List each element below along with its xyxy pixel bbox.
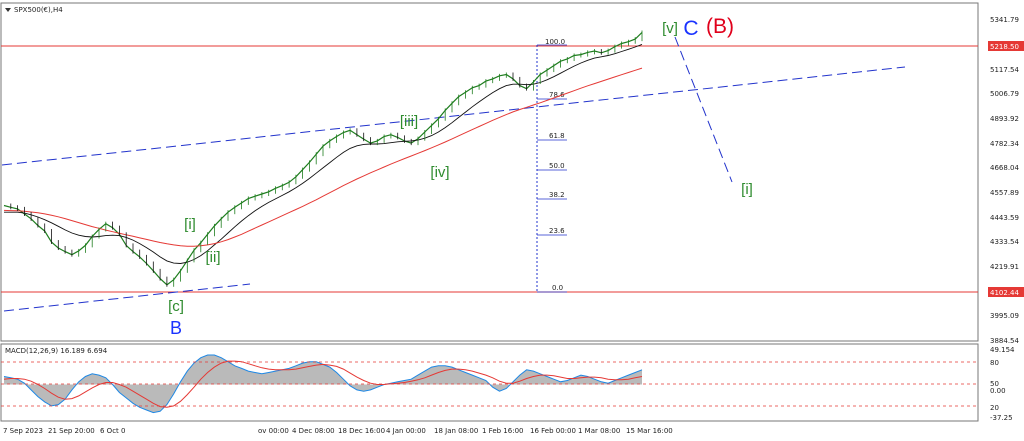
- macd-tick-label: 0.00: [990, 387, 1006, 395]
- price-tick-label: 4333.54: [990, 238, 1019, 246]
- price-tick-label: 5006.79: [990, 90, 1019, 98]
- price-tick-label: 5341.79: [990, 16, 1019, 24]
- fib-level-label: 38.2: [549, 191, 565, 199]
- series-line-ma-fast: [4, 43, 643, 264]
- support-price-value: 4102.44: [990, 289, 1019, 297]
- macd-histogram: [4, 355, 642, 413]
- wave-label-B: B: [170, 318, 182, 338]
- wave-label-c-minor: [c]: [168, 298, 184, 315]
- macd-tick-label: 50: [990, 380, 999, 388]
- fib-level-label: 61.8: [549, 132, 565, 140]
- time-tick-label: 18 Dec 16:00: [338, 427, 385, 435]
- price-tick-label: 4557.89: [990, 189, 1019, 197]
- macd-plot-frame: [0, 343, 979, 422]
- lower-channel-line[interactable]: [3, 283, 251, 312]
- price-series: [3, 30, 643, 287]
- time-tick-label: 1 Feb 16:00: [482, 427, 523, 435]
- wave-label-iv: [iv]: [430, 164, 449, 181]
- price-tick-label: 4443.59: [990, 214, 1019, 222]
- current-price-value: 5218.50: [990, 43, 1019, 51]
- macd-tick-label: 49.154: [990, 346, 1015, 354]
- price-tick-label: 4893.92: [990, 115, 1019, 123]
- main-plot-frame: [0, 2, 979, 342]
- time-tick-label: 4 Jan 00:00: [386, 427, 426, 435]
- macd-title: MACD(12,26,9) 16.189 6.694: [5, 347, 108, 355]
- price-tick-label: 5117.54: [990, 66, 1019, 74]
- time-tick-label: 7 Sep 2023: [3, 427, 43, 435]
- wave-label-ii: [ii]: [206, 249, 221, 266]
- time-tick-label: 4 Dec 08:00: [292, 427, 335, 435]
- wave-label-i: [i]: [184, 216, 196, 233]
- fib-level-label: 0.0: [552, 284, 563, 292]
- fib-level-label: 100.0: [545, 38, 565, 46]
- price-tick-label: 4668.04: [990, 164, 1019, 172]
- price-tick-label: 3995.09: [990, 312, 1019, 320]
- time-axis[interactable]: 7 Sep 2023 21 Sep 20:00 6 Oct 0 ov 00:00…: [3, 427, 673, 435]
- macd-series: [3, 354, 643, 414]
- projection-line[interactable]: [674, 36, 733, 183]
- price-tick-label: 4782.34: [990, 140, 1019, 148]
- time-tick-label: 15 Mar 16:00: [626, 427, 673, 435]
- symbol-dropdown-icon[interactable]: [5, 8, 11, 12]
- fibonacci-retracement[interactable]: 100.0 78.6 61.8 50.0 38.2 23.6 0.0: [536, 38, 567, 293]
- fib-level-label: 50.0: [549, 162, 565, 170]
- time-tick-label: 21 Sep 20:00: [48, 427, 95, 435]
- chart-title: SPX500(€),H4: [14, 6, 63, 14]
- fib-level-label: 78.6: [549, 91, 565, 99]
- macd-tick-label: -37.25: [990, 414, 1013, 422]
- wave-label-C: C: [683, 17, 698, 40]
- fib-level-label: 23.6: [549, 227, 565, 235]
- series-line-ma-slow: [3, 67, 643, 247]
- price-axis[interactable]: 5341.79 5117.54 5006.79 4893.92 4782.34 …: [990, 16, 1019, 345]
- macd-tick-label: 20: [990, 404, 999, 412]
- macd-line-signal: [3, 360, 643, 408]
- wave-label-iii: [iii]: [400, 113, 418, 130]
- price-tick-label: 4219.91: [990, 263, 1019, 271]
- support-price-tag: [988, 287, 1024, 297]
- current-price-tag: [988, 41, 1024, 51]
- macd-tick-label: 80: [990, 359, 999, 367]
- price-tick-label: 3884.54: [990, 337, 1019, 345]
- wave-label-big-B: (B): [706, 15, 734, 38]
- time-tick-label: 1 Mar 08:00: [578, 427, 620, 435]
- time-tick-label: 16 Feb 00:00: [530, 427, 576, 435]
- macd-axis[interactable]: 49.154 80 50 0.00 20 -37.25: [990, 346, 1015, 422]
- time-tick-label: 18 Jan 08:00: [434, 427, 478, 435]
- wave-label-projected-i: [i]: [741, 181, 753, 198]
- time-tick-label: 6 Oct 0: [100, 427, 125, 435]
- upper-channel-line[interactable]: [1, 66, 906, 166]
- wave-label-v: [v]: [662, 20, 678, 37]
- time-tick-label: ov 00:00: [258, 427, 289, 435]
